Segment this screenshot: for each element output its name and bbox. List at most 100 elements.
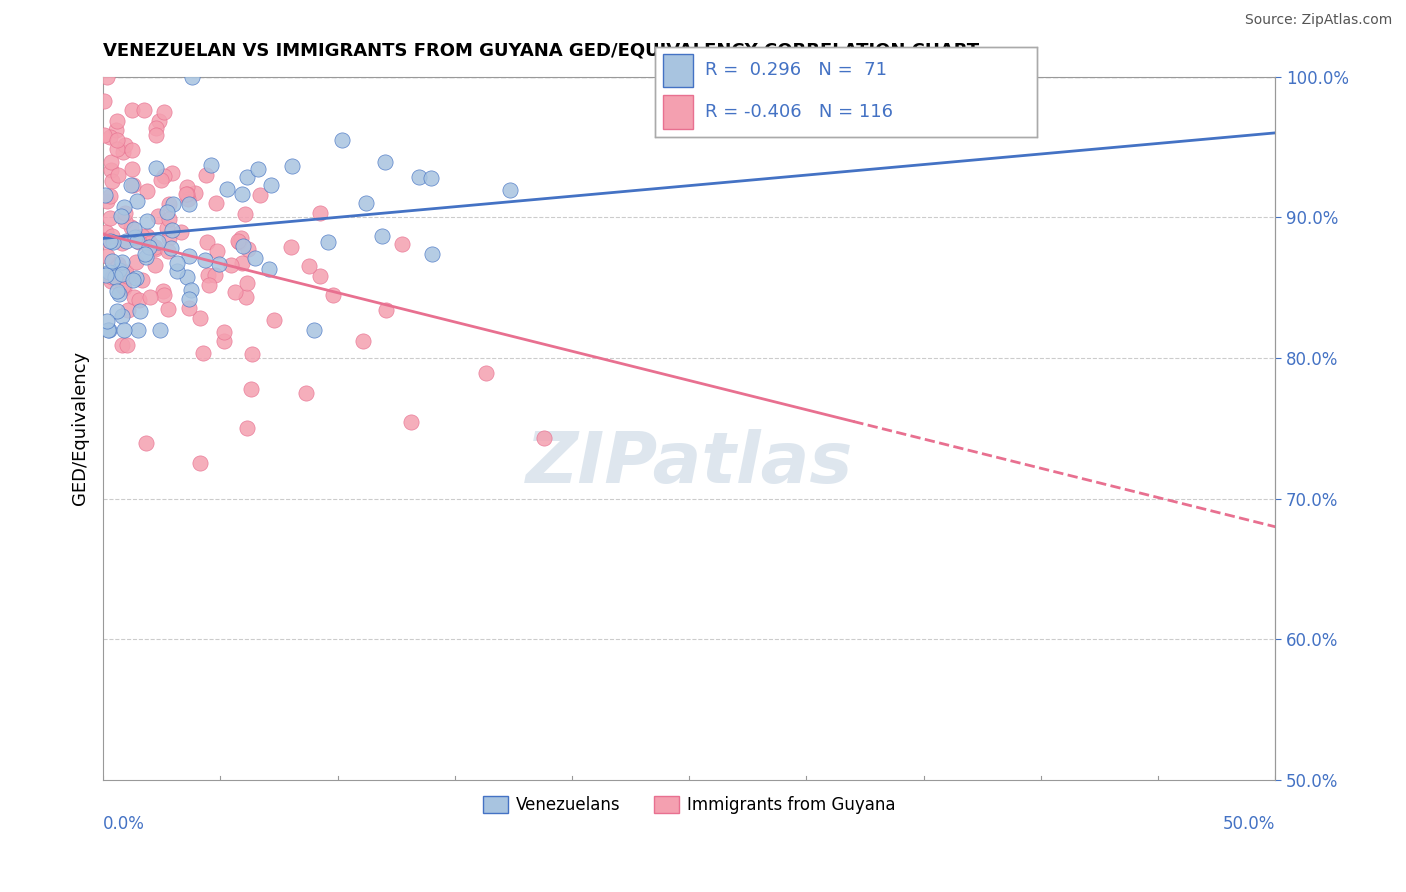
- Point: [96, 70, 118, 84]
- Point: [108, 263, 131, 277]
- Point: [101, 228, 124, 243]
- Point: [193, 345, 215, 359]
- Point: [174, 187, 197, 202]
- Point: [316, 235, 339, 250]
- Point: [115, 264, 138, 278]
- Point: [100, 274, 122, 288]
- Point: [146, 209, 169, 223]
- Point: [166, 256, 188, 270]
- Legend: Venezuelans, Immigrants from Guyana: Venezuelans, Immigrants from Guyana: [477, 789, 903, 821]
- Point: [96, 249, 118, 263]
- Point: [135, 229, 157, 244]
- Point: [139, 290, 162, 304]
- Point: [157, 231, 180, 245]
- Point: [194, 252, 217, 267]
- Point: [146, 235, 169, 249]
- Point: [198, 278, 221, 293]
- Point: [114, 213, 136, 227]
- Point: [179, 249, 201, 263]
- Point: [107, 168, 129, 182]
- Point: [115, 268, 138, 283]
- Point: [121, 162, 143, 177]
- Point: [160, 241, 183, 255]
- Point: [98, 130, 121, 145]
- Point: [101, 253, 124, 268]
- Text: 0.0%: 0.0%: [103, 815, 145, 833]
- Point: [93, 94, 115, 108]
- Point: [215, 182, 238, 196]
- Point: [176, 186, 198, 201]
- Point: [374, 154, 396, 169]
- Point: [156, 220, 179, 235]
- Point: [159, 197, 181, 211]
- Point: [127, 323, 149, 337]
- Point: [156, 302, 179, 317]
- Point: [156, 244, 179, 258]
- Text: ZIPatlas: ZIPatlas: [526, 429, 853, 498]
- Point: [160, 166, 183, 180]
- Point: [232, 239, 254, 253]
- Point: [204, 268, 226, 283]
- Point: [247, 161, 270, 176]
- Point: [371, 229, 394, 244]
- Point: [112, 200, 135, 214]
- Point: [263, 313, 285, 327]
- Point: [143, 240, 166, 254]
- Point: [97, 323, 120, 337]
- Point: [134, 247, 156, 261]
- Point: [101, 269, 124, 284]
- Point: [195, 235, 218, 249]
- Point: [260, 178, 283, 192]
- Point: [236, 421, 259, 435]
- Point: [309, 268, 332, 283]
- Point: [111, 279, 134, 293]
- Point: [105, 303, 128, 318]
- Point: [205, 196, 228, 211]
- Point: [110, 210, 132, 224]
- Point: [112, 323, 135, 337]
- Point: [391, 237, 413, 252]
- Point: [94, 225, 117, 239]
- Point: [108, 286, 131, 301]
- Point: [98, 211, 121, 225]
- Point: [330, 133, 353, 147]
- Point: [97, 323, 120, 337]
- Point: [117, 338, 139, 352]
- Point: [128, 293, 150, 308]
- Point: [138, 236, 160, 251]
- Point: [111, 310, 134, 324]
- Text: 50.0%: 50.0%: [1223, 815, 1275, 833]
- Point: [354, 195, 377, 210]
- Point: [101, 174, 124, 188]
- Point: [135, 436, 157, 450]
- Point: [134, 103, 156, 117]
- Point: [226, 234, 249, 248]
- Point: [152, 284, 174, 298]
- Point: [197, 268, 219, 282]
- Point: [131, 228, 153, 243]
- Point: [399, 415, 422, 429]
- Text: R = -0.406   N = 116: R = -0.406 N = 116: [704, 103, 893, 121]
- Point: [96, 268, 118, 283]
- Point: [243, 252, 266, 266]
- Point: [101, 235, 124, 249]
- Point: [309, 206, 332, 220]
- Point: [114, 138, 136, 153]
- Point: [153, 288, 176, 302]
- Point: [188, 456, 211, 470]
- Point: [100, 155, 122, 169]
- Point: [157, 211, 180, 226]
- Point: [177, 196, 200, 211]
- Point: [122, 222, 145, 236]
- Point: [149, 323, 172, 337]
- Point: [212, 326, 235, 340]
- Point: [236, 242, 259, 256]
- Point: [177, 293, 200, 307]
- Point: [236, 276, 259, 290]
- Point: [236, 170, 259, 185]
- Point: [176, 269, 198, 284]
- Point: [240, 347, 263, 361]
- Point: [93, 233, 115, 247]
- Point: [200, 158, 222, 172]
- Point: [136, 184, 159, 198]
